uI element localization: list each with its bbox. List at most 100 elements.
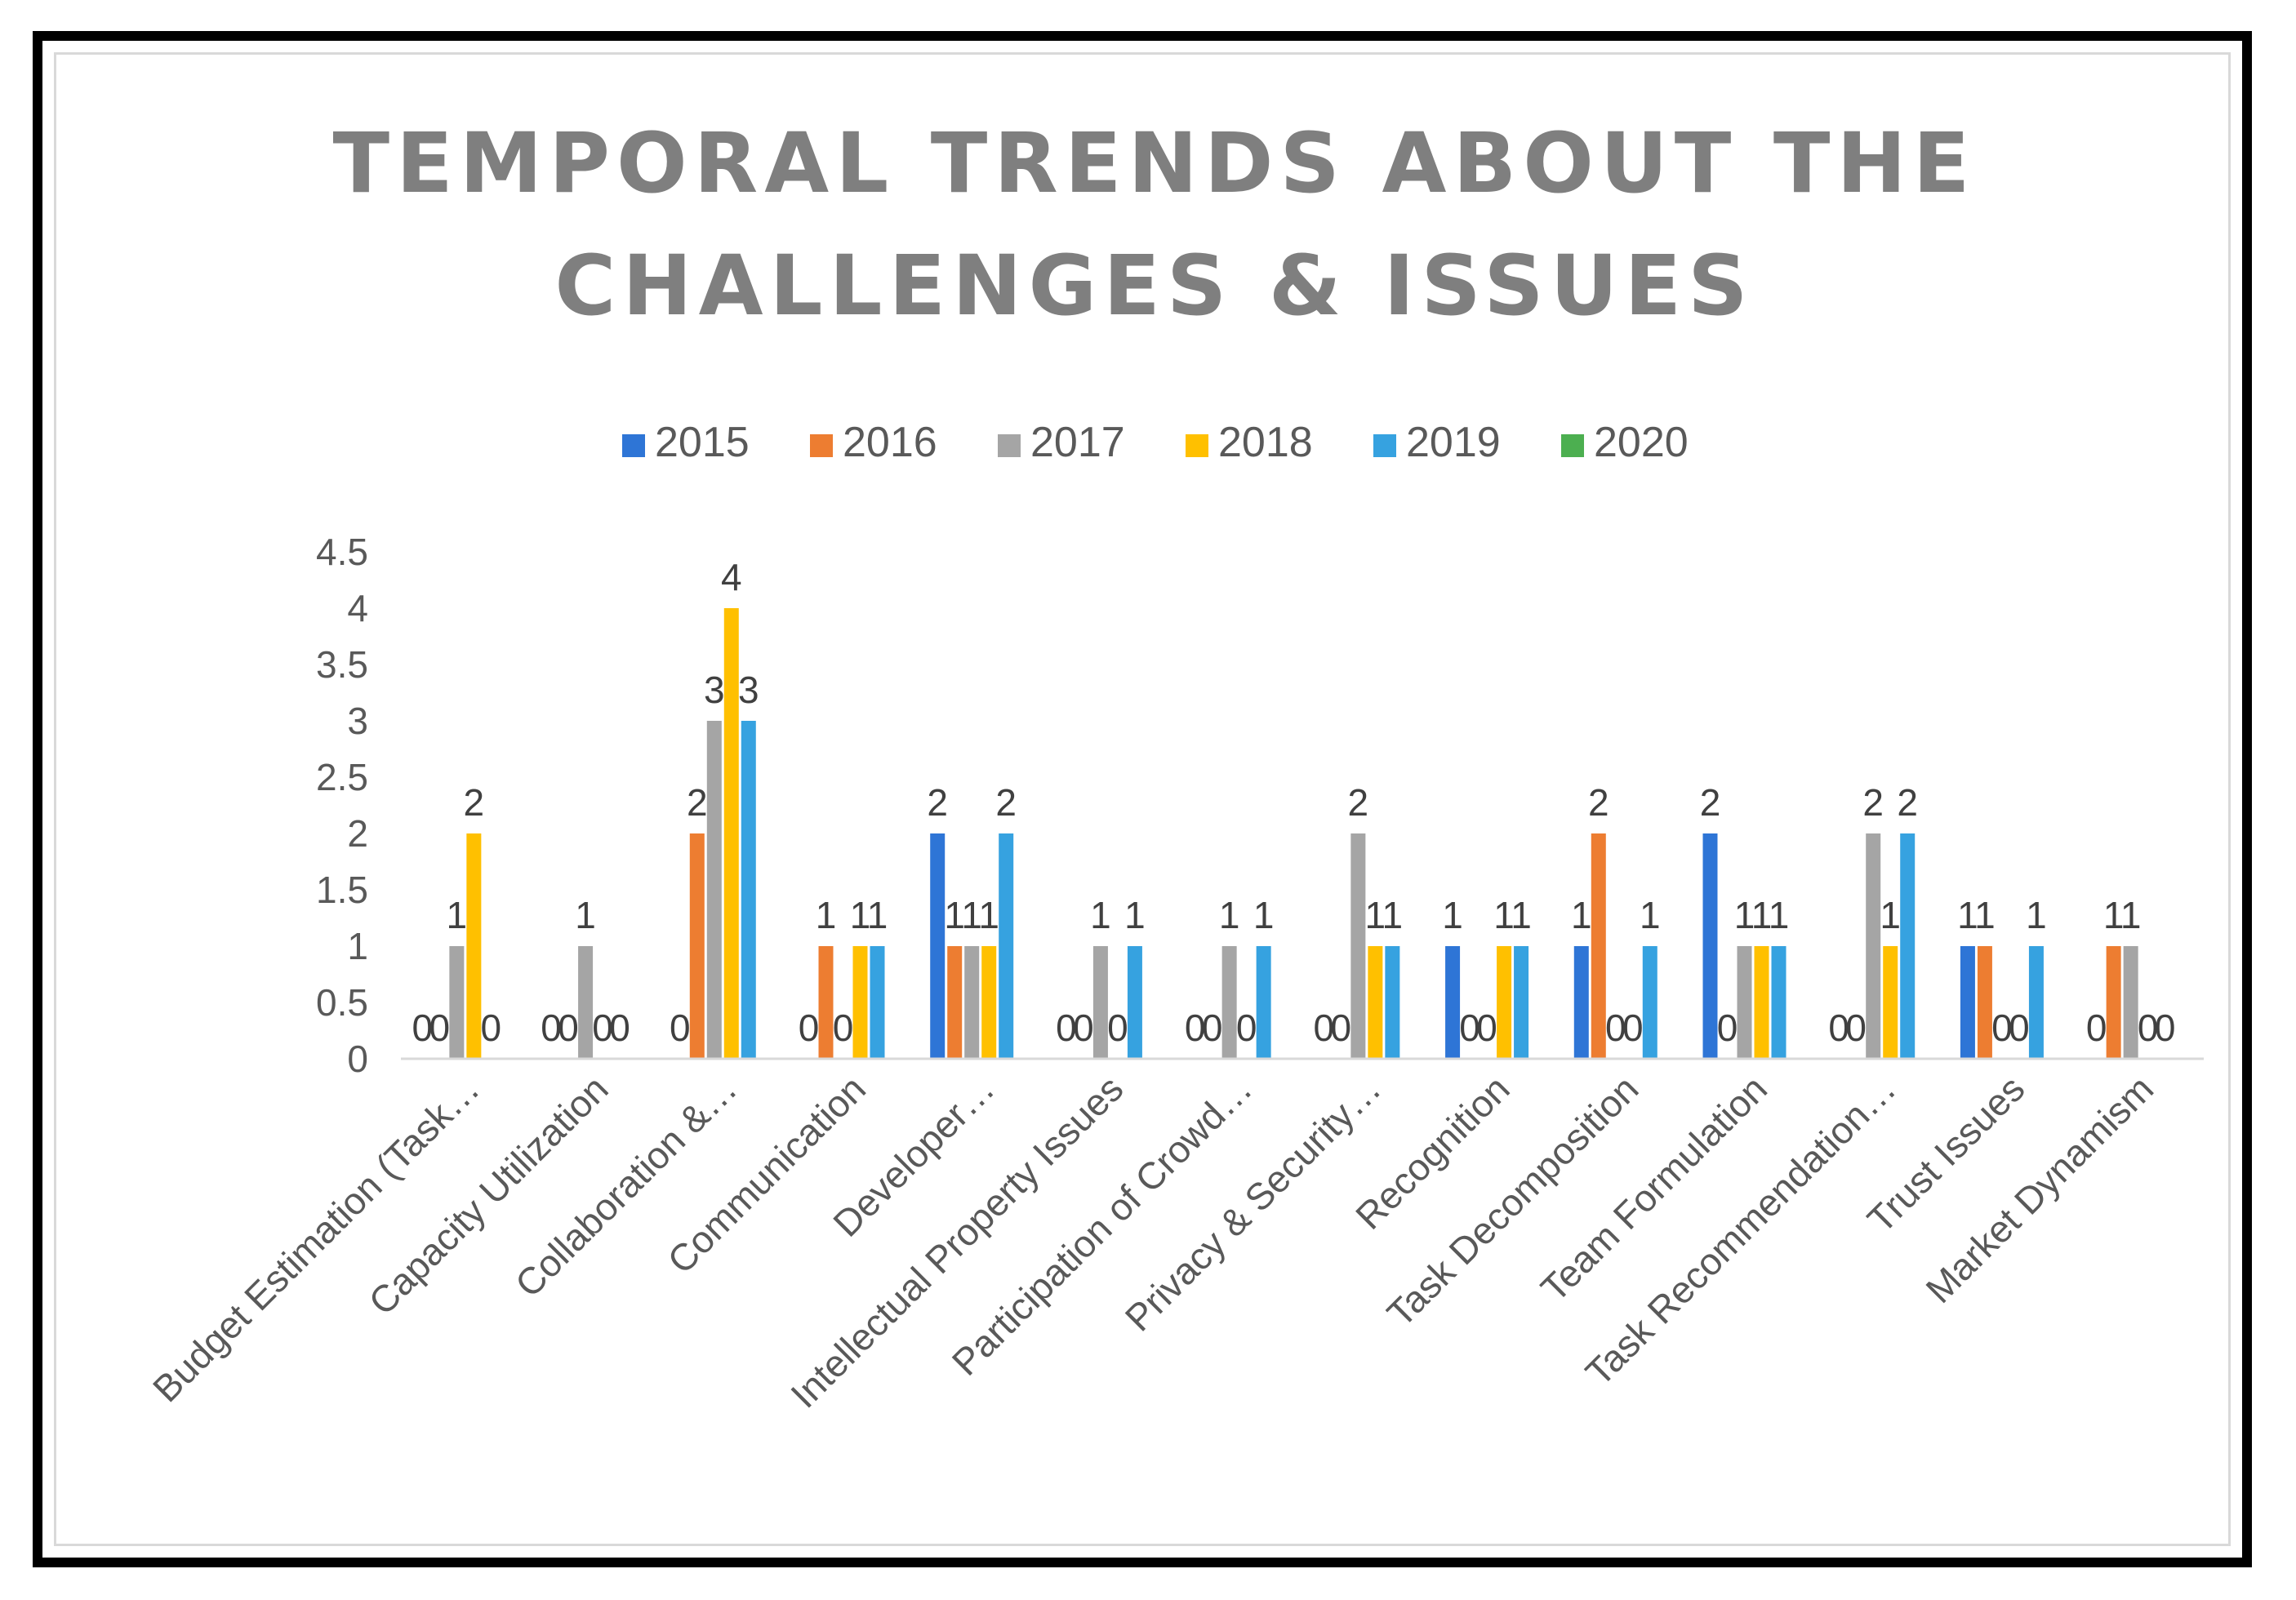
chart-frame: TEMPORAL TRENDS ABOUT THE CHALLENGES & I… — [33, 31, 2252, 1567]
chart-bars — [449, 608, 2138, 1059]
bar-2019-5 — [1127, 946, 1142, 1059]
bar-2019-3 — [870, 946, 885, 1059]
data-label-2015-13: 0 — [2086, 1007, 2107, 1049]
bar-2018-11 — [1883, 946, 1898, 1059]
bar-2017-10 — [1737, 946, 1752, 1059]
y-tick-label: 1.5 — [316, 869, 368, 911]
data-label-2017-12: 0 — [1991, 1007, 2013, 1049]
data-label-2015-6: 0 — [1185, 1007, 1206, 1049]
data-label-2017-8: 0 — [1476, 1007, 1497, 1049]
bar-2019-12 — [2028, 946, 2044, 1059]
bar-2017-7 — [1350, 833, 1366, 1059]
legend-label-2015: 2015 — [655, 419, 750, 466]
data-label-2017-1: 1 — [575, 894, 596, 936]
data-label-2016-0: 0 — [429, 1007, 451, 1049]
data-label-2015-2: 0 — [670, 1007, 691, 1049]
legend-swatch-2019 — [1373, 434, 1396, 457]
data-label-2016-11: 0 — [1845, 1007, 1867, 1049]
data-label-2015-1: 0 — [541, 1007, 562, 1049]
data-label-2019-12: 1 — [2026, 894, 2047, 936]
y-axis: 0 0.5 1 1.5 2 2.5 3 3.5 4 4.5 — [316, 531, 368, 1080]
data-label-2018-11: 1 — [1880, 894, 1901, 936]
data-label-2016-7: 0 — [1331, 1007, 1352, 1049]
data-label-2017-9: 0 — [1605, 1007, 1626, 1049]
data-label-2017-0: 1 — [447, 894, 468, 936]
data-label-2018-9: 0 — [1622, 1007, 1644, 1049]
data-label-2016-6: 0 — [1202, 1007, 1223, 1049]
data-label-2016-12: 1 — [1974, 894, 1996, 936]
bar-2018-10 — [1754, 946, 1769, 1059]
bar-2019-8 — [1514, 946, 1529, 1059]
data-label-2018-3: 1 — [850, 894, 871, 936]
y-tick-label: 2 — [347, 812, 368, 855]
category-label-2: Collaboration &… — [507, 1067, 745, 1305]
data-label-2019-9: 1 — [1640, 894, 1661, 936]
y-tick-label: 3.5 — [316, 643, 368, 686]
bar-2019-2 — [741, 721, 756, 1059]
data-label-2019-8: 1 — [1511, 894, 1532, 936]
chart-title-line-1: TEMPORAL TRENDS ABOUT THE — [333, 115, 1977, 212]
bar-2018-4 — [981, 946, 997, 1059]
y-tick-label: 3 — [347, 700, 368, 742]
chart-svg: TEMPORAL TRENDS ABOUT THE CHALLENGES & I… — [145, 115, 2204, 1416]
bar-2016-3 — [818, 946, 834, 1059]
data-label-2016-8: 0 — [1459, 1007, 1480, 1049]
bar-2018-0 — [466, 833, 482, 1059]
data-label-2017-7: 2 — [1348, 781, 1369, 824]
y-tick-label: 0.5 — [316, 981, 368, 1024]
bar-2017-0 — [449, 946, 465, 1059]
bar-2015-4 — [930, 833, 946, 1059]
data-label-2019-11: 2 — [1897, 781, 1918, 824]
data-label-2017-5: 1 — [1090, 894, 1111, 936]
bar-2015-10 — [1702, 833, 1718, 1059]
legend-swatch-2015 — [622, 434, 645, 457]
data-label-2015-8: 1 — [1442, 894, 1463, 936]
legend-swatch-2020 — [1561, 434, 1584, 457]
category-label-7: Privacy & Security… — [1117, 1067, 1389, 1339]
data-label-2018-5: 0 — [1107, 1007, 1128, 1049]
bar-2019-9 — [1642, 946, 1657, 1059]
bar-2017-6 — [1221, 946, 1237, 1059]
bar-2016-4 — [947, 946, 963, 1059]
bar-2019-6 — [1256, 946, 1271, 1059]
bar-2016-9 — [1591, 833, 1606, 1059]
chart-area: TEMPORAL TRENDS ABOUT THE CHALLENGES & I… — [54, 52, 2231, 1546]
data-label-2018-8: 1 — [1493, 894, 1515, 936]
data-label-2016-4: 1 — [944, 894, 965, 936]
legend-swatch-2016 — [810, 434, 833, 457]
legend-label-2020: 2020 — [1594, 419, 1689, 466]
bar-2017-2 — [706, 721, 722, 1059]
data-label-2017-6: 1 — [1219, 894, 1240, 936]
data-label-2018-12: 0 — [2009, 1007, 2030, 1049]
data-label-2018-2: 4 — [721, 556, 742, 598]
chart-title-line-2: CHALLENGES & ISSUES — [554, 238, 1754, 335]
data-label-2016-13: 1 — [2103, 894, 2125, 936]
bar-2015-9 — [1573, 946, 1589, 1059]
bar-2018-8 — [1497, 946, 1512, 1059]
data-label-2018-6: 0 — [1236, 1007, 1257, 1049]
data-label-2019-4: 2 — [995, 781, 1017, 824]
bar-2018-2 — [723, 608, 739, 1059]
bar-2017-13 — [2123, 946, 2138, 1059]
y-tick-label: 4 — [347, 587, 368, 629]
data-label-2019-6: 1 — [1253, 894, 1275, 936]
y-tick-label: 0 — [347, 1038, 368, 1080]
data-label-2016-10: 0 — [1717, 1007, 1738, 1049]
data-label-2019-13: 0 — [2155, 1007, 2176, 1049]
data-label-2015-0: 0 — [412, 1007, 434, 1049]
data-label-2015-11: 0 — [1828, 1007, 1849, 1049]
data-label-2016-2: 2 — [687, 781, 708, 824]
bar-2019-4 — [999, 833, 1014, 1059]
data-label-2015-7: 0 — [1314, 1007, 1335, 1049]
legend-label-2019: 2019 — [1406, 419, 1501, 466]
category-label-10: Team Formulation — [1533, 1067, 1775, 1309]
category-label-13: Market Dynamism — [1917, 1067, 2161, 1311]
bar-2016-12 — [1977, 946, 1992, 1059]
data-label-2019-7: 1 — [1382, 894, 1404, 936]
legend-label-2016: 2016 — [843, 419, 937, 466]
data-label-2015-3: 0 — [799, 1007, 820, 1049]
data-label-2019-5: 1 — [1124, 894, 1146, 936]
data-label-2019-0: 0 — [481, 1007, 502, 1049]
bar-2018-3 — [852, 946, 868, 1059]
